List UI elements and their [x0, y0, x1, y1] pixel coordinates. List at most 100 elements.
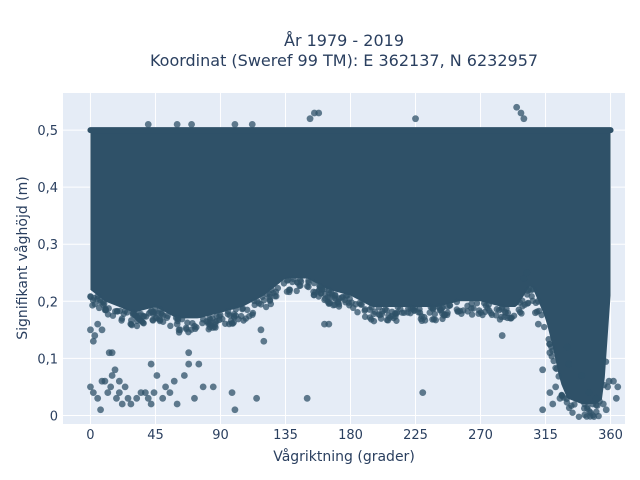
- scatter-point: [121, 307, 129, 315]
- scatter-point: [115, 377, 123, 385]
- scatter-point: [552, 364, 559, 372]
- scatter-point: [431, 310, 438, 318]
- scatter-point: [310, 279, 318, 287]
- scatter-point: [614, 383, 622, 391]
- scatter-point: [89, 337, 97, 345]
- scatter-point: [581, 400, 588, 408]
- scatter-point: [563, 343, 571, 351]
- scatter-point: [475, 310, 482, 317]
- scatter-point: [604, 383, 612, 391]
- x-tick-label: 135: [273, 428, 298, 443]
- scatter-point: [98, 326, 106, 334]
- scatter-point: [498, 332, 506, 339]
- scatter-point: [159, 318, 167, 325]
- scatter-point: [158, 310, 166, 318]
- scatter-point: [289, 278, 296, 286]
- x-tick-label: 0: [86, 428, 94, 443]
- scatter-point: [529, 297, 536, 304]
- dense-band-area: [90, 130, 611, 405]
- y-axis-title: Signifikant våghöjd (m): [14, 176, 31, 339]
- scatter-point: [602, 358, 610, 365]
- scatter-point: [144, 394, 152, 402]
- scatter-point: [550, 357, 557, 365]
- scatter-point: [321, 320, 328, 328]
- scatter-point: [249, 311, 256, 318]
- scatter-point: [541, 323, 548, 331]
- scatter-point: [306, 115, 314, 123]
- scatter-point: [116, 307, 124, 315]
- scatter-point: [229, 320, 236, 327]
- scatter-point: [253, 394, 260, 402]
- x-tick-label: 315: [533, 428, 558, 443]
- band-top-edge: [87, 127, 614, 134]
- scatter-point: [539, 406, 547, 414]
- scatter-point: [303, 394, 311, 402]
- scatter-point: [370, 317, 378, 325]
- scatter-point: [239, 305, 246, 313]
- scatter-point: [257, 326, 265, 334]
- y-tick-label: 0,5: [37, 124, 58, 139]
- x-tick-label: 45: [147, 428, 164, 443]
- scatter-point: [151, 304, 159, 311]
- scatter-point: [532, 309, 539, 317]
- scatter-point: [384, 317, 392, 324]
- scatter-point: [170, 377, 178, 385]
- scatter-point: [199, 383, 207, 391]
- scatter-point: [375, 311, 382, 318]
- scatter-point: [127, 400, 135, 408]
- scatter-point: [356, 299, 363, 307]
- scatter-point: [113, 394, 120, 402]
- scatter-point: [149, 316, 156, 324]
- scatter-point: [388, 308, 396, 316]
- scatter-point: [118, 400, 126, 408]
- scatter-point: [341, 296, 348, 304]
- y-tick-label: 0: [50, 409, 58, 424]
- y-tick-labels: 0 0,1 0,2 0,3 0,4 0,5: [37, 124, 58, 424]
- scatter-point: [195, 360, 203, 368]
- scatter-point: [89, 302, 96, 309]
- scatter-point: [585, 389, 593, 397]
- scatter-point: [268, 286, 275, 293]
- dense-point-band: [87, 127, 614, 420]
- scatter-point: [109, 312, 117, 319]
- scatter-point: [87, 326, 94, 334]
- scatter-point: [133, 394, 141, 402]
- scatter-point: [91, 332, 99, 339]
- x-tick-label: 270: [468, 428, 493, 443]
- scatter-point: [257, 301, 265, 308]
- y-tick-label: 0,1: [37, 352, 58, 367]
- scatter-point: [368, 304, 375, 311]
- scatter-point: [108, 349, 116, 357]
- scatter-point: [98, 377, 106, 385]
- scatter-point: [185, 349, 193, 357]
- scatter-point: [502, 309, 509, 317]
- scatter-point: [264, 291, 271, 298]
- scatter-point: [563, 399, 571, 406]
- scatter-point: [602, 406, 610, 414]
- scatter-point: [317, 290, 325, 297]
- scatter-point: [520, 275, 528, 282]
- scatter-point: [94, 394, 102, 402]
- scatter-point: [429, 316, 436, 323]
- scatter-point: [217, 311, 224, 319]
- x-axis-title: Vågriktning (grader): [273, 448, 415, 465]
- scatter-point: [523, 269, 531, 277]
- scatter-point: [546, 349, 554, 357]
- x-tick-label: 360: [598, 428, 623, 443]
- scatter-point: [294, 279, 301, 286]
- scatter-point: [89, 389, 97, 397]
- scatter-point: [412, 115, 419, 123]
- scatter-point: [101, 300, 108, 307]
- scatter-point: [251, 301, 258, 309]
- scatter-point: [552, 383, 560, 391]
- scatter-point: [534, 297, 542, 305]
- y-tick-label: 0,4: [37, 181, 58, 196]
- scatter-point: [232, 306, 240, 313]
- scatter-point: [87, 383, 94, 391]
- scatter-point: [361, 313, 369, 320]
- scatter-point: [207, 319, 214, 326]
- scatter-point: [321, 296, 328, 304]
- scatter-point: [315, 109, 323, 117]
- scatter-point: [185, 360, 193, 368]
- scatter-point: [419, 389, 427, 397]
